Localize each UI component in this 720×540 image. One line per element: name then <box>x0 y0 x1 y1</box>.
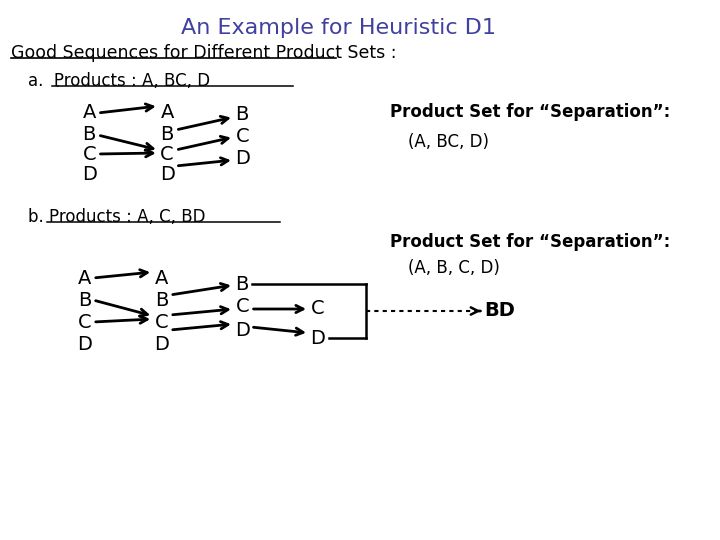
Text: C: C <box>235 298 249 316</box>
Text: D: D <box>235 148 250 167</box>
Text: A: A <box>83 103 96 122</box>
Text: C: C <box>235 126 249 145</box>
Text: An Example for Heuristic D1: An Example for Heuristic D1 <box>181 18 495 38</box>
Text: B: B <box>83 125 96 145</box>
Text: C: C <box>161 145 174 165</box>
Text: A: A <box>161 103 174 122</box>
Text: Good Sequences for Different Product Sets :: Good Sequences for Different Product Set… <box>12 44 397 62</box>
Text: a.  Products : A, BC, D: a. Products : A, BC, D <box>28 72 210 90</box>
Text: C: C <box>310 299 324 318</box>
Text: Product Set for “Separation”:: Product Set for “Separation”: <box>390 103 670 121</box>
Text: b. Products : A, C, BD: b. Products : A, C, BD <box>28 208 206 226</box>
Text: D: D <box>77 334 92 354</box>
Text: D: D <box>82 165 96 185</box>
Text: A: A <box>78 268 91 287</box>
Text: (A, B, C, D): (A, B, C, D) <box>408 259 500 277</box>
Text: Product Set for “Separation”:: Product Set for “Separation”: <box>390 233 670 251</box>
Text: BD: BD <box>485 301 516 321</box>
Text: A: A <box>155 268 168 287</box>
Text: D: D <box>160 165 174 185</box>
Text: B: B <box>155 291 168 309</box>
Text: C: C <box>78 313 91 332</box>
Text: (A, BC, D): (A, BC, D) <box>408 133 490 151</box>
Text: B: B <box>78 291 91 309</box>
Text: B: B <box>235 105 249 125</box>
Text: D: D <box>235 321 250 340</box>
Text: B: B <box>235 274 249 294</box>
Text: C: C <box>155 313 168 332</box>
Text: D: D <box>310 328 325 348</box>
Text: D: D <box>154 334 169 354</box>
Text: B: B <box>161 125 174 145</box>
Text: C: C <box>82 145 96 165</box>
